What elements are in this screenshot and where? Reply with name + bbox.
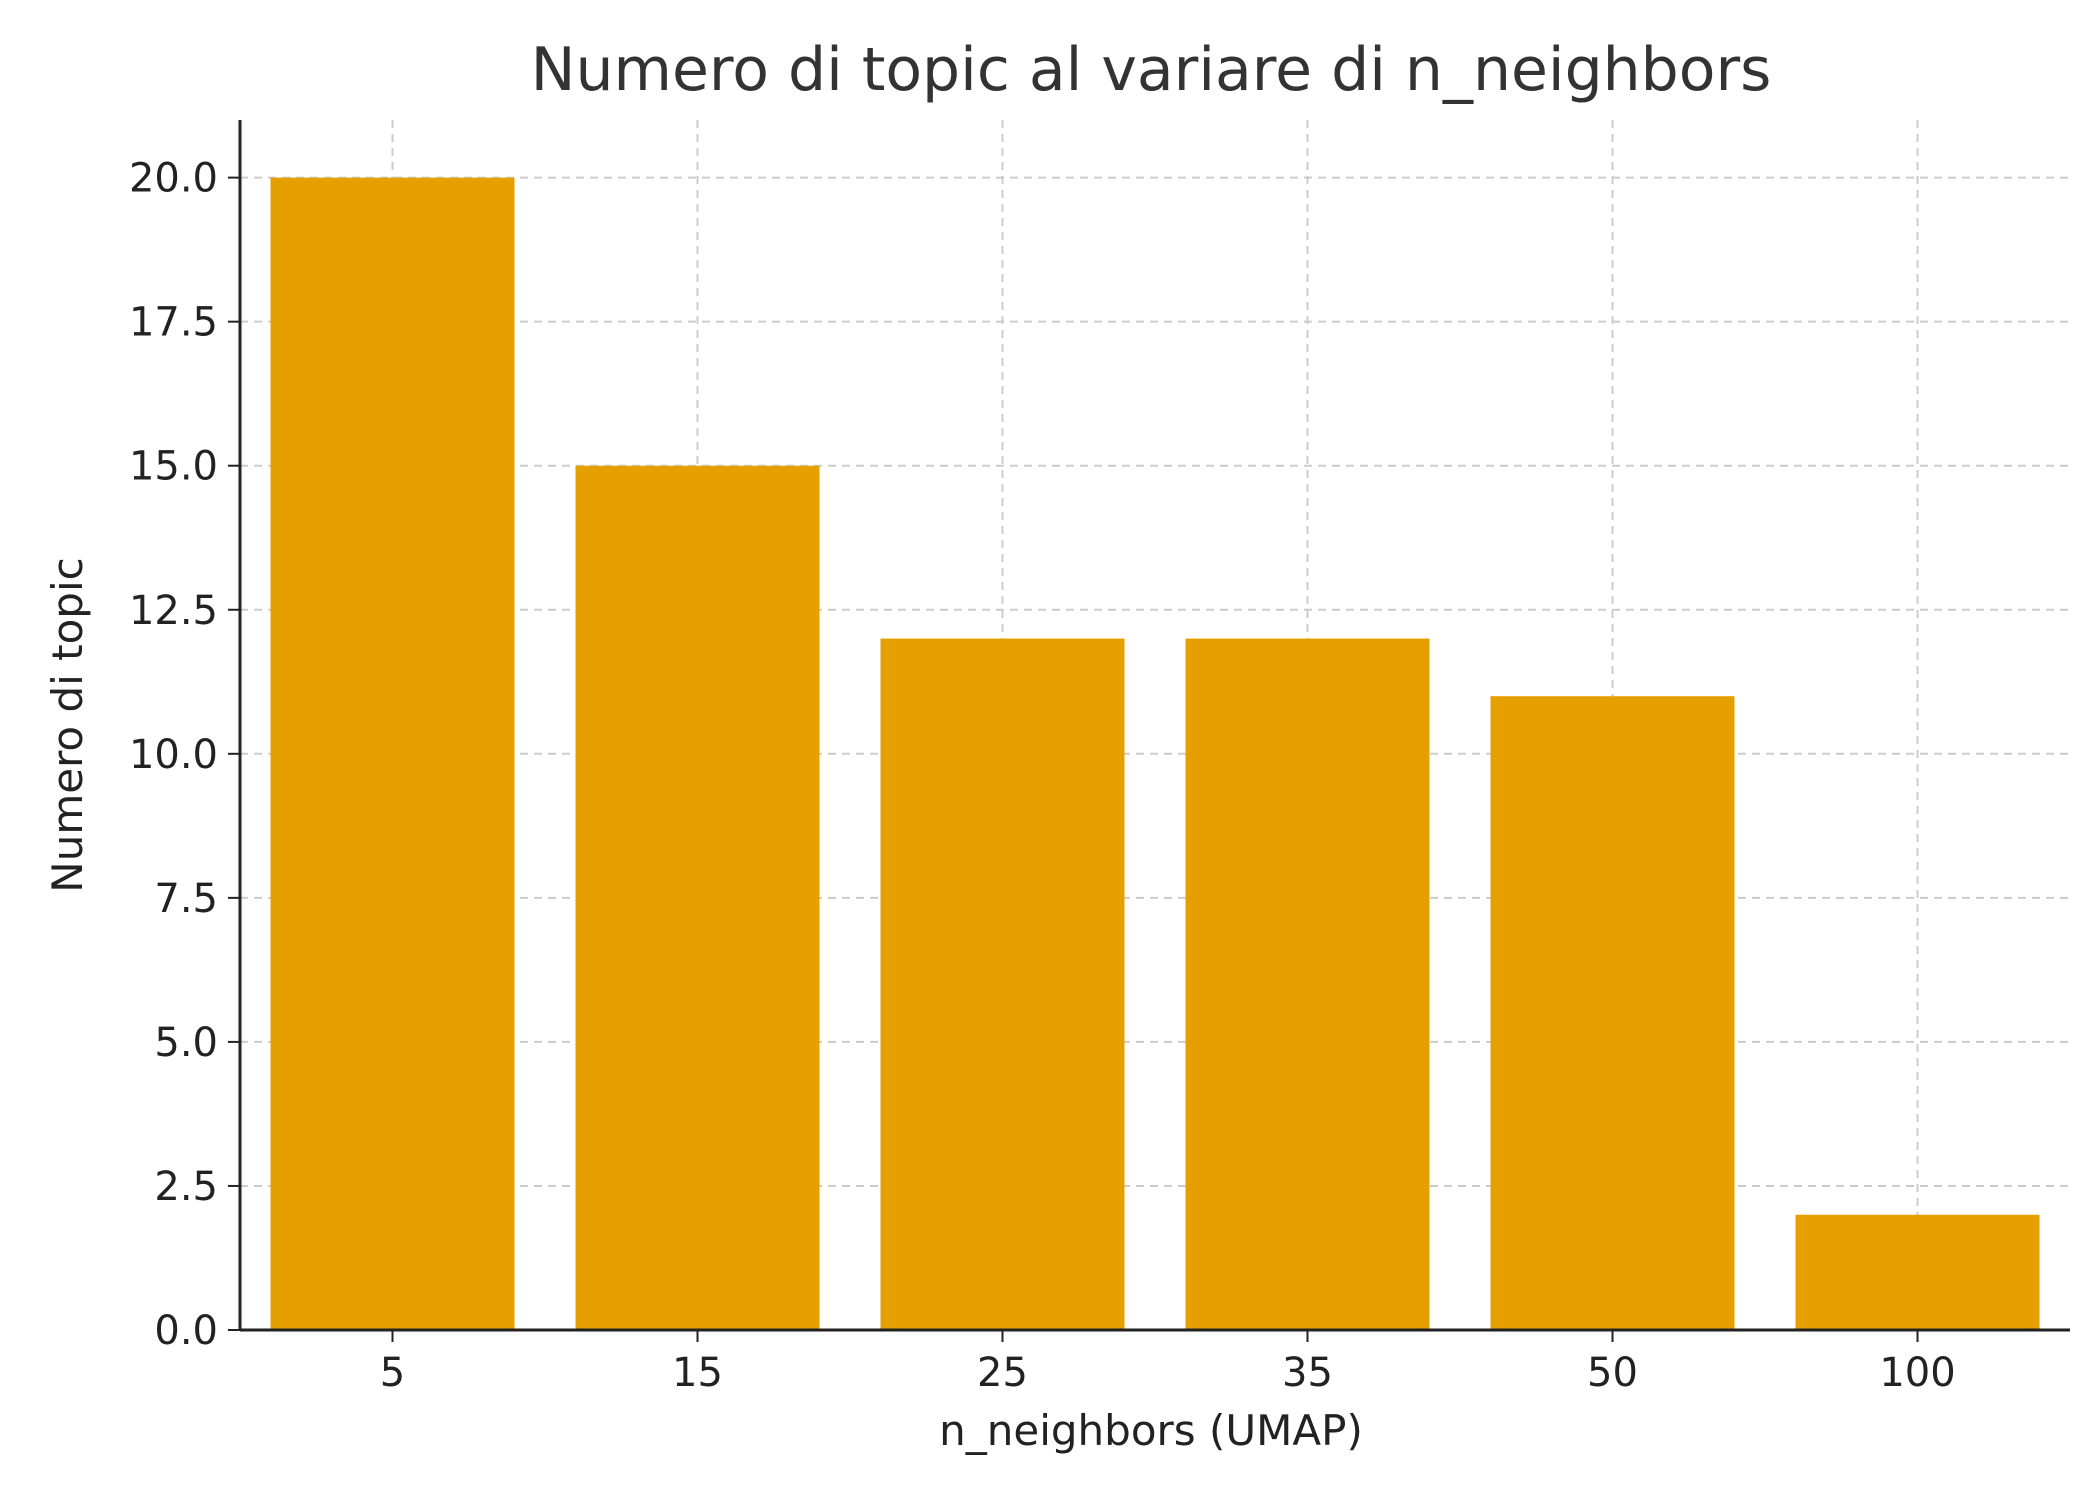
y-tick-label: 2.5 bbox=[154, 1164, 218, 1210]
x-tick-label: 50 bbox=[1587, 1350, 1638, 1396]
y-tick-label: 12.5 bbox=[129, 588, 218, 634]
tick-labels: 0.0 2.5 5.0 7.5 10.0 12.5 15.0 17.5 20.0 5 15 25 35 5… bbox=[129, 156, 1956, 1396]
x-axis-label: n_neighbors (UMAP) bbox=[939, 1406, 1363, 1455]
bar-35 bbox=[1185, 638, 1430, 1330]
bar-5 bbox=[270, 177, 515, 1331]
x-tick-label: 100 bbox=[1879, 1350, 1955, 1396]
axes bbox=[228, 120, 2070, 1342]
x-tick-label: 5 bbox=[380, 1350, 405, 1396]
bar-50 bbox=[1490, 696, 1735, 1330]
y-tick-label: 17.5 bbox=[129, 300, 218, 346]
bar-15 bbox=[575, 465, 820, 1330]
y-tick-label: 15.0 bbox=[129, 444, 218, 490]
bars bbox=[270, 177, 2040, 1331]
bar-25 bbox=[880, 638, 1125, 1330]
x-tick-label: 25 bbox=[977, 1350, 1028, 1396]
y-tick-label: 10.0 bbox=[129, 732, 218, 778]
y-tick-label: 0.0 bbox=[154, 1308, 218, 1354]
x-tick-label: 15 bbox=[672, 1350, 723, 1396]
bar-100 bbox=[1795, 1214, 2040, 1330]
chart-title: Numero di topic al variare di n_neighbor… bbox=[531, 35, 1772, 105]
y-axis-label: Numero di topic bbox=[43, 557, 92, 892]
y-tick-label: 5.0 bbox=[154, 1020, 218, 1066]
x-tick-label: 35 bbox=[1282, 1350, 1333, 1396]
y-tick-label: 7.5 bbox=[154, 876, 218, 922]
y-tick-label: 20.0 bbox=[129, 156, 218, 202]
